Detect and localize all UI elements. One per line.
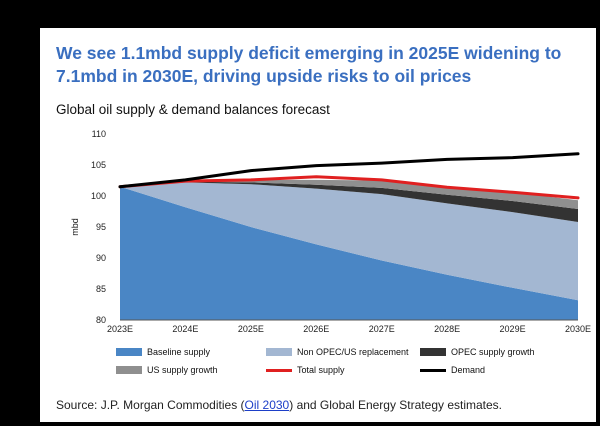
y-tick-label: 90 <box>96 253 106 263</box>
legend-label: Total supply <box>297 365 345 375</box>
legend-label: Baseline supply <box>147 347 211 357</box>
source-suffix: ) and Global Energy Strategy estimates. <box>289 398 503 412</box>
x-tick-label: 2024E <box>172 324 198 334</box>
legend-swatch <box>420 348 446 356</box>
x-tick-label: 2028E <box>434 324 460 334</box>
source-note: Source: J.P. Morgan Commodities (Oil 203… <box>56 398 502 412</box>
legend-swatch <box>116 348 142 356</box>
legend-item-non-opec: Non OPEC/US replacement <box>266 347 409 357</box>
legend-item-opec: OPEC supply growth <box>420 347 535 357</box>
chart-panel: We see 1.1mbd supply deficit emerging in… <box>40 28 596 422</box>
y-tick-label: 95 <box>96 222 106 232</box>
y-tick-label: 80 <box>96 315 106 325</box>
legend-swatch <box>266 348 292 356</box>
y-tick-label: 110 <box>92 129 106 139</box>
x-tick-label: 2026E <box>303 324 329 334</box>
legend: Baseline supply Non OPEC/US replacement … <box>64 347 594 387</box>
legend-swatch <box>266 368 292 372</box>
legend-item-total-supply: Total supply <box>266 365 345 375</box>
area-non-opec-us-replacement <box>120 182 578 301</box>
legend-label: Non OPEC/US replacement <box>297 347 409 357</box>
legend-label: Demand <box>451 365 486 375</box>
x-tick-label: 2029E <box>500 324 526 334</box>
y-tick-label: 100 <box>91 191 106 201</box>
headline: We see 1.1mbd supply deficit emerging in… <box>56 43 562 86</box>
chart-area: 2023E 2024E 2025E 2026E 2027E 2028E 2029E 2030E… <box>70 129 591 334</box>
legend-swatch <box>116 366 142 374</box>
legend-label: US supply growth <box>147 365 218 375</box>
legend-item-demand: Demand <box>420 365 485 375</box>
x-tick-label: 2027E <box>369 324 395 334</box>
legend-label: OPEC supply growth <box>451 347 535 357</box>
area-baseline-supply <box>120 186 578 320</box>
y-axis-label: mbd <box>70 218 80 236</box>
legend-item-baseline: Baseline supply <box>116 347 210 357</box>
legend-swatch <box>420 368 446 372</box>
x-tick-label: 2023E <box>107 324 133 334</box>
line-total-supply <box>118 175 580 200</box>
y-tick-label: 85 <box>96 284 106 294</box>
oil-2030-link[interactable]: Oil 2030 <box>244 398 290 412</box>
y-tick-label: 105 <box>91 160 106 170</box>
source-prefix: Source: J.P. Morgan Commodities ( <box>56 398 245 412</box>
chart-title: Global oil supply & demand balances fore… <box>56 102 330 117</box>
area-opec-supply-growth <box>120 181 578 222</box>
x-tick-label: 2025E <box>238 324 264 334</box>
x-tick-label: 2030E <box>565 324 591 334</box>
line-demand <box>118 152 580 189</box>
legend-item-us: US supply growth <box>116 365 218 375</box>
